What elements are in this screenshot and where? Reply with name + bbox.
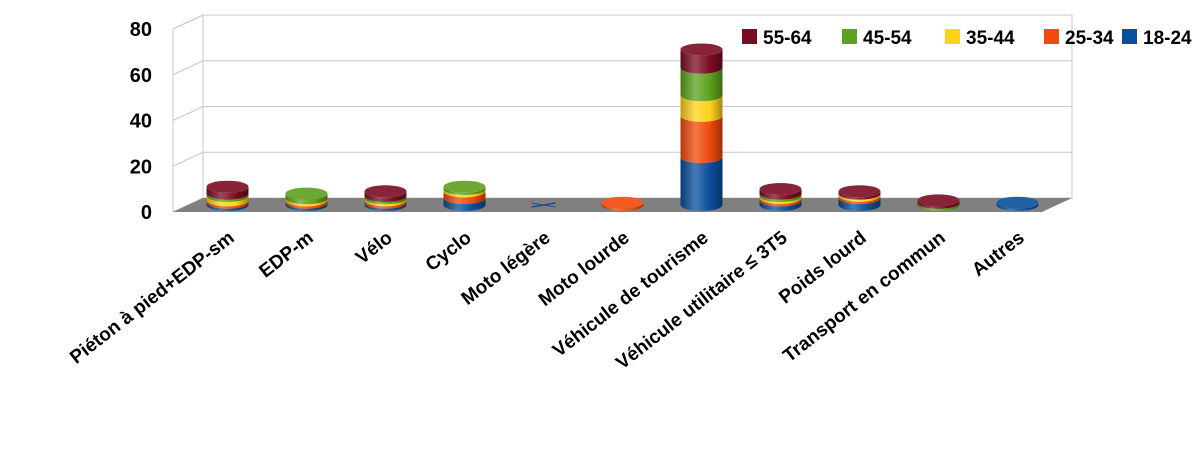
bar-segment-45-54 <box>443 186 486 195</box>
bar-top-cap <box>285 187 328 200</box>
bar-segment-25-34 <box>285 200 328 209</box>
bars <box>206 43 1039 211</box>
bar-top-cap <box>838 185 881 198</box>
legend-label: 55-64 <box>763 28 812 49</box>
bar-segment-25-34 <box>680 115 723 163</box>
bar-segment-35-44 <box>838 193 881 202</box>
y-tick-label: 60 <box>130 65 152 87</box>
bar-5 <box>601 196 644 211</box>
bar-segment-45-54 <box>917 202 960 211</box>
bar-segment-55-64 <box>838 191 881 200</box>
bar-segment-55-64 <box>759 188 802 200</box>
bar-segment-35-44 <box>206 195 249 207</box>
bar-segment-55-64 <box>364 191 407 202</box>
legend-label: 25-34 <box>1065 28 1114 49</box>
legend-label: 45-54 <box>863 28 912 49</box>
bar-top-cap <box>759 182 802 195</box>
x-tick-label: Piéton à pied+EDP-sm <box>66 227 238 368</box>
bar-segment-18-24 <box>443 198 486 211</box>
bar-7 <box>759 182 802 211</box>
bar-3 <box>443 180 486 211</box>
chart-walls <box>172 14 1073 213</box>
legend-item-18-24: 18-24 <box>1122 28 1192 49</box>
bar-segment-25-34 <box>364 200 407 209</box>
gridline <box>172 106 1072 121</box>
bar-segment-35-44 <box>285 198 328 207</box>
legend-item-45-54: 45-54 <box>842 28 912 49</box>
bar-segment-18-24 <box>838 198 881 211</box>
bar-segment-18-24 <box>364 202 407 211</box>
bar-segment-45-54 <box>759 193 802 202</box>
bar-top-cap <box>601 196 644 209</box>
bar-0 <box>206 180 249 211</box>
bar-segment-45-54 <box>285 193 328 205</box>
bar-top-cap <box>443 180 486 193</box>
bar-segment-18-24 <box>680 156 723 211</box>
bar-top-cap <box>680 43 723 56</box>
bar-segment-18-24 <box>759 200 802 211</box>
bar-9 <box>917 194 960 211</box>
bar-segment-25-34 <box>759 198 802 207</box>
x-tick-label: Cyclo <box>422 227 476 275</box>
legend-swatch <box>842 29 857 44</box>
bar-segment-25-34 <box>838 195 881 205</box>
bar-10 <box>996 196 1039 211</box>
y-tick-label: 80 <box>130 19 152 41</box>
x-tick-label: Vélo <box>352 227 397 268</box>
bar-segment-55-64 <box>917 200 960 209</box>
gridlines <box>172 14 1072 167</box>
bar-segment-55-64 <box>206 186 249 200</box>
bar-top-cap <box>364 185 407 198</box>
x-tick-label: Autres <box>968 227 1028 281</box>
bar-segment-35-44 <box>443 188 486 198</box>
bar-segment-55-64 <box>680 49 723 74</box>
bar-segment-45-54 <box>680 67 723 102</box>
legend-item-55-64: 55-64 <box>742 28 812 49</box>
bar-2 <box>364 185 407 211</box>
bar-segment-18-24 <box>996 202 1039 211</box>
y-axis-ticks: 0 20 40 60 80 <box>130 19 152 224</box>
legend-label: 35-44 <box>966 28 1015 49</box>
y-tick-label: 40 <box>130 111 152 133</box>
bar-top-cap <box>917 194 960 207</box>
bar-1 <box>285 187 328 211</box>
bar-segment-18-24 <box>285 202 328 211</box>
bar-top-cap <box>996 196 1039 209</box>
bar-segment-35-44 <box>364 198 407 207</box>
legend-item-25-34: 25-34 <box>1044 28 1114 49</box>
empty-bar-marker <box>531 202 556 208</box>
bar-segment-45-54 <box>364 195 407 205</box>
bar-top-cap <box>206 180 249 193</box>
legend-label: 18-24 <box>1143 28 1192 49</box>
legend-swatch <box>1122 29 1137 44</box>
gridline <box>172 60 1072 76</box>
bar-segment-35-44 <box>759 195 802 205</box>
y-tick-label: 0 <box>141 202 152 224</box>
bar-segment-25-34 <box>443 191 486 205</box>
legend-swatch <box>945 29 960 44</box>
bar-segment-45-54 <box>206 193 249 202</box>
bar-segment-35-44 <box>680 95 723 122</box>
bar-segment-25-34 <box>206 200 249 209</box>
x-tick-label: EDP-m <box>256 227 318 282</box>
gridline <box>172 14 1072 30</box>
y-tick-label: 20 <box>130 156 152 178</box>
bar-6 <box>680 43 723 211</box>
x-tick-label: Véhicule de tourisme <box>549 227 713 361</box>
bar-segment-25-34 <box>601 202 644 211</box>
gridline <box>172 151 1072 167</box>
legend: 55-64 45-54 35-44 25-34 18-24 <box>742 28 1192 49</box>
bar-8 <box>838 185 881 211</box>
legend-swatch <box>1044 29 1059 44</box>
bar-4 <box>531 202 556 208</box>
legend-item-35-44: 35-44 <box>945 28 1015 49</box>
legend-swatch <box>742 29 757 44</box>
bar-segment-18-24 <box>206 202 249 211</box>
